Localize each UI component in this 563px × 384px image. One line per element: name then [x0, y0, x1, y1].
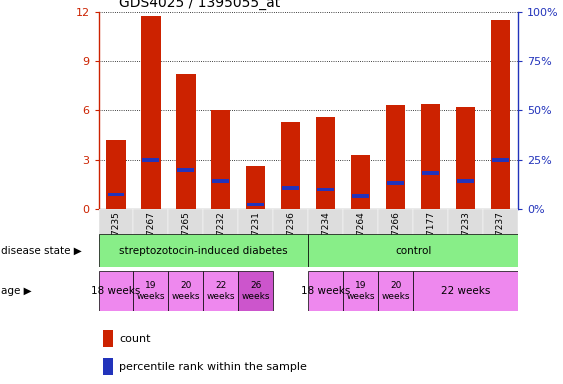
- Text: GSM317264: GSM317264: [356, 211, 365, 266]
- Bar: [238, 209, 273, 242]
- Text: GSM317237: GSM317237: [496, 211, 505, 266]
- Bar: [318, 188, 334, 191]
- Bar: [483, 209, 518, 242]
- Bar: [238, 271, 273, 311]
- Text: 19
weeks: 19 weeks: [346, 281, 375, 301]
- Bar: [386, 106, 405, 209]
- Bar: [133, 209, 168, 242]
- Bar: [378, 271, 413, 311]
- Text: GSM317234: GSM317234: [321, 211, 330, 266]
- Text: percentile rank within the sample: percentile rank within the sample: [119, 362, 307, 372]
- Text: 19
weeks: 19 weeks: [137, 281, 165, 301]
- Bar: [309, 234, 518, 267]
- Bar: [316, 117, 336, 209]
- Text: GSM317267: GSM317267: [146, 211, 155, 266]
- Bar: [413, 209, 448, 242]
- Text: control: control: [395, 245, 431, 256]
- Bar: [351, 155, 370, 209]
- Bar: [168, 209, 203, 242]
- Text: 22
weeks: 22 weeks: [207, 281, 235, 301]
- Text: age ▶: age ▶: [1, 286, 32, 296]
- Bar: [387, 181, 404, 185]
- Bar: [378, 209, 413, 242]
- Text: GSM317177: GSM317177: [426, 211, 435, 266]
- Bar: [309, 271, 343, 311]
- Bar: [212, 179, 229, 183]
- Text: GSM317231: GSM317231: [251, 211, 260, 266]
- Bar: [246, 166, 265, 209]
- Bar: [413, 271, 518, 311]
- Bar: [99, 234, 309, 267]
- Bar: [176, 74, 195, 209]
- Bar: [343, 271, 378, 311]
- Bar: [247, 202, 264, 206]
- Text: streptozotocin-induced diabetes: streptozotocin-induced diabetes: [119, 245, 288, 256]
- Bar: [352, 194, 369, 198]
- Bar: [133, 271, 168, 311]
- Bar: [456, 107, 475, 209]
- Bar: [281, 122, 301, 209]
- Text: 26
weeks: 26 weeks: [242, 281, 270, 301]
- Bar: [108, 193, 124, 196]
- Text: 18 weeks: 18 weeks: [301, 286, 350, 296]
- Bar: [273, 209, 309, 242]
- Bar: [99, 271, 133, 311]
- Bar: [421, 104, 440, 209]
- Bar: [168, 271, 203, 311]
- Bar: [492, 158, 509, 162]
- Bar: [177, 168, 194, 172]
- Bar: [99, 209, 133, 242]
- Bar: [142, 158, 159, 162]
- Bar: [448, 209, 483, 242]
- Bar: [343, 209, 378, 242]
- Text: GSM317266: GSM317266: [391, 211, 400, 266]
- Text: 22 weeks: 22 weeks: [441, 286, 490, 296]
- Text: 20
weeks: 20 weeks: [172, 281, 200, 301]
- Text: GSM317232: GSM317232: [216, 211, 225, 266]
- Text: GSM317235: GSM317235: [111, 211, 120, 266]
- Bar: [282, 186, 299, 190]
- Bar: [211, 111, 230, 209]
- Bar: [102, 330, 113, 347]
- Text: disease state ▶: disease state ▶: [1, 245, 82, 256]
- Bar: [309, 209, 343, 242]
- Bar: [141, 17, 160, 209]
- Text: count: count: [119, 334, 151, 344]
- Text: 20
weeks: 20 weeks: [381, 281, 410, 301]
- Bar: [203, 271, 238, 311]
- Text: GSM317236: GSM317236: [286, 211, 295, 266]
- Bar: [457, 179, 474, 183]
- Bar: [203, 209, 238, 242]
- Text: GSM317233: GSM317233: [461, 211, 470, 266]
- Bar: [422, 171, 439, 175]
- Text: GDS4025 / 1395055_at: GDS4025 / 1395055_at: [119, 0, 281, 10]
- Text: 18 weeks: 18 weeks: [91, 286, 141, 296]
- Bar: [102, 358, 113, 375]
- Text: GSM317265: GSM317265: [181, 211, 190, 266]
- Bar: [106, 140, 126, 209]
- Bar: [491, 20, 510, 209]
